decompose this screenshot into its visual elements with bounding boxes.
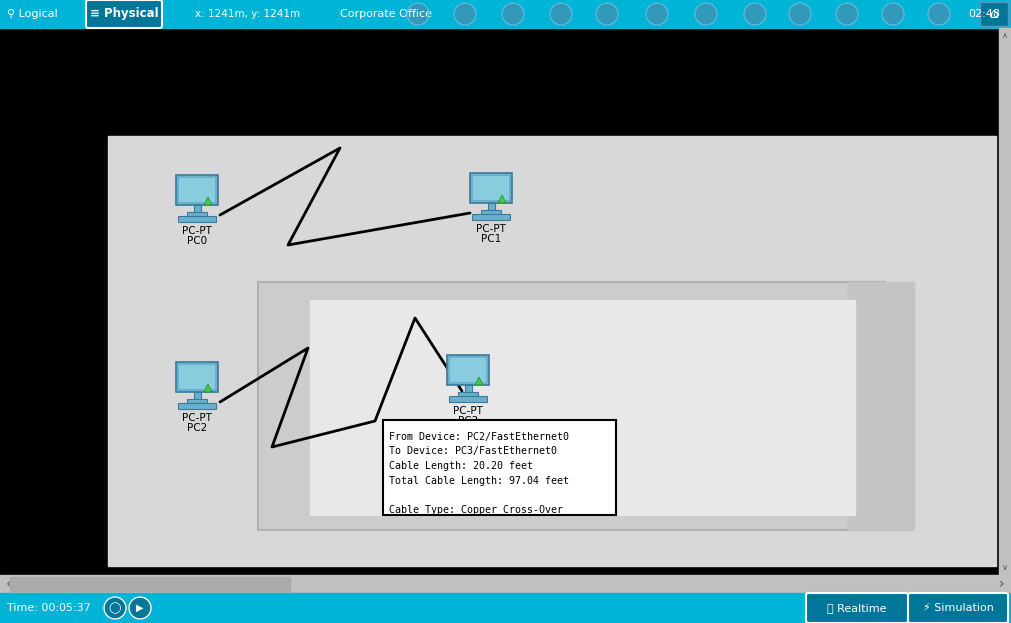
Bar (0, 575, 1011, 593)
Bar (383, 420, 616, 515)
FancyBboxPatch shape (806, 593, 908, 623)
Circle shape (550, 3, 572, 25)
Text: Cable Type: Copper Cross-Over: Cable Type: Copper Cross-Over (389, 505, 563, 515)
Circle shape (882, 3, 904, 25)
Text: Total Cable Length: 97.04 feet: Total Cable Length: 97.04 feet (389, 475, 569, 485)
Text: ∧: ∧ (1002, 32, 1008, 40)
Circle shape (407, 3, 429, 25)
Bar (473, 176, 509, 200)
Text: PC0: PC0 (187, 236, 207, 246)
Circle shape (836, 3, 858, 25)
Bar (481, 210, 501, 214)
Bar (187, 212, 207, 216)
Bar (176, 175, 218, 205)
Bar (310, 300, 855, 515)
Text: ∨: ∨ (1002, 563, 1008, 571)
Bar (999, 28, 1011, 575)
Bar (187, 399, 207, 403)
Bar (848, 282, 914, 530)
Text: ›: › (999, 577, 1004, 591)
Circle shape (104, 597, 126, 619)
Circle shape (789, 3, 811, 25)
Text: ▶: ▶ (136, 603, 144, 613)
FancyBboxPatch shape (908, 593, 1008, 623)
Bar (178, 403, 216, 409)
Text: 02:48: 02:48 (968, 9, 1000, 19)
Text: PC-PT: PC-PT (453, 406, 483, 416)
Text: PC-PT: PC-PT (182, 413, 212, 423)
Bar (0, 0, 1011, 28)
Bar (487, 203, 494, 210)
Bar (980, 2, 1008, 26)
Bar (108, 136, 996, 566)
Bar (472, 214, 510, 220)
Text: PC2: PC2 (187, 423, 207, 433)
Text: ‹: ‹ (6, 577, 11, 591)
Bar (258, 282, 885, 530)
Circle shape (502, 3, 524, 25)
Polygon shape (204, 384, 212, 392)
Circle shape (596, 3, 618, 25)
Bar (179, 178, 215, 202)
Polygon shape (204, 197, 212, 205)
Text: PC3: PC3 (458, 416, 478, 426)
Text: To Device: PC3/FastEthernet0: To Device: PC3/FastEthernet0 (389, 446, 557, 456)
Bar (449, 396, 487, 402)
Circle shape (744, 3, 766, 25)
Circle shape (646, 3, 668, 25)
Text: ⚲ Logical: ⚲ Logical (7, 9, 58, 19)
Bar (10, 577, 290, 591)
Bar (193, 392, 200, 399)
Text: ⚡ Simulation: ⚡ Simulation (923, 603, 994, 613)
Text: PC1: PC1 (481, 234, 501, 244)
Bar (0, 28, 1011, 136)
Polygon shape (475, 377, 483, 385)
Text: ⌂: ⌂ (990, 7, 999, 21)
Text: PC-PT: PC-PT (182, 226, 212, 236)
Bar (193, 205, 200, 212)
Bar (179, 365, 215, 389)
Bar (450, 358, 486, 382)
Bar (458, 392, 478, 396)
Text: Time: 00:05:37: Time: 00:05:37 (7, 603, 91, 613)
FancyBboxPatch shape (86, 0, 162, 28)
Text: ⏱ Realtime: ⏱ Realtime (827, 603, 887, 613)
Text: Corporate Office: Corporate Office (340, 9, 432, 19)
Circle shape (129, 597, 151, 619)
Text: Cable Length: 20.20 feet: Cable Length: 20.20 feet (389, 461, 533, 471)
Bar (464, 385, 471, 392)
Bar (0, 593, 1011, 623)
Text: From Device: PC2/FastEthernet0: From Device: PC2/FastEthernet0 (389, 432, 569, 442)
Text: x: 1241m, y: 1241m: x: 1241m, y: 1241m (195, 9, 300, 19)
Circle shape (928, 3, 950, 25)
Circle shape (695, 3, 717, 25)
Bar (178, 216, 216, 222)
Text: ◯: ◯ (109, 602, 121, 614)
Text: PC-PT: PC-PT (476, 224, 506, 234)
Circle shape (454, 3, 476, 25)
Bar (470, 173, 512, 203)
Text: ≡ Physical: ≡ Physical (90, 7, 159, 21)
Polygon shape (498, 195, 506, 203)
Bar (176, 362, 218, 392)
Bar (447, 355, 489, 385)
